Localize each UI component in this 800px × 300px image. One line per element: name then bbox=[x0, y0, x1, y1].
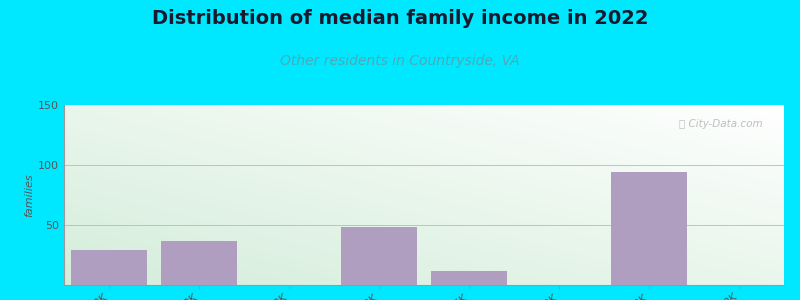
Text: Other residents in Countryside, VA: Other residents in Countryside, VA bbox=[280, 54, 520, 68]
Text: Distribution of median family income in 2022: Distribution of median family income in … bbox=[152, 9, 648, 28]
Bar bbox=[610, 172, 687, 285]
Text: ⓘ City-Data.com: ⓘ City-Data.com bbox=[678, 119, 762, 129]
Bar bbox=[161, 241, 238, 285]
Bar bbox=[430, 271, 507, 285]
Bar bbox=[341, 227, 418, 285]
Bar bbox=[70, 250, 147, 285]
Y-axis label: families: families bbox=[24, 173, 34, 217]
